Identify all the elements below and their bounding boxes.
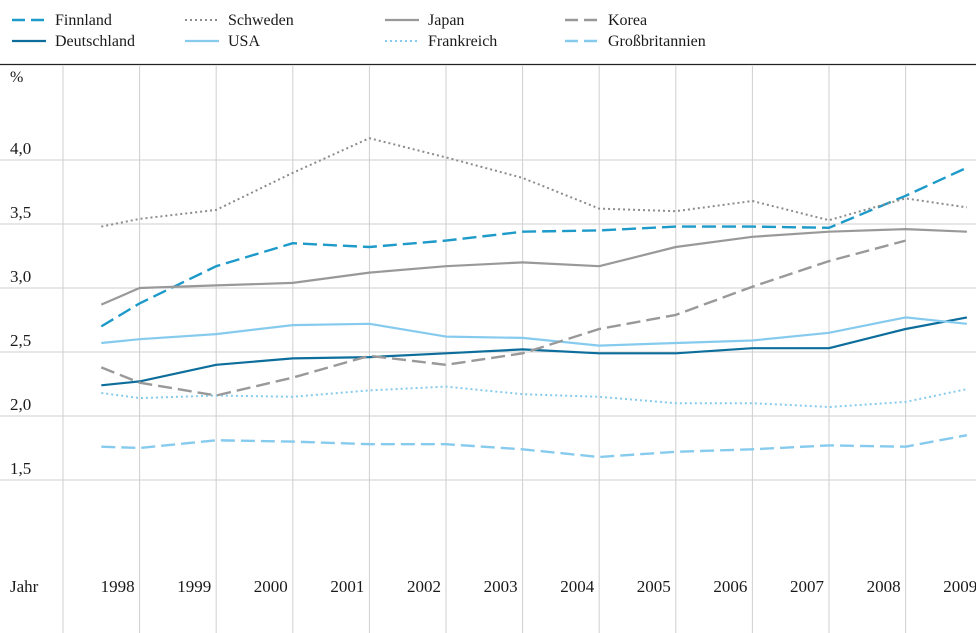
series-line [101, 387, 967, 407]
y-tick-label: 4,0 [10, 139, 31, 158]
legend-label: Deutschland [55, 33, 135, 50]
legend-label: Japan [428, 12, 464, 29]
x-tick-label: 2005 [637, 577, 671, 596]
x-tick-label: 2002 [407, 577, 441, 596]
series-line [101, 138, 967, 226]
series-line [101, 229, 967, 305]
x-tick-label: 2007 [790, 577, 825, 596]
y-tick-label: 2,5 [10, 331, 31, 350]
x-tick-label: 2009 [943, 577, 976, 596]
legend-label: Großbritannien [608, 33, 706, 50]
legend: Finnland Deutschland Schweden USA Japan Frank… [12, 12, 706, 50]
x-tick-label: 1999 [177, 577, 211, 596]
series-line [101, 168, 967, 327]
y-tick-label: 1,5 [10, 459, 31, 478]
series-line [101, 317, 967, 385]
y-tick-label: 2,0 [10, 395, 31, 414]
x-tick-label: 2000 [254, 577, 288, 596]
y-tick-label: 3,0 [10, 267, 31, 286]
series-lines [101, 138, 967, 457]
x-tick-label: 2001 [330, 577, 364, 596]
x-tick-label: 2003 [484, 577, 518, 596]
x-axis-label: Jahr [10, 577, 39, 596]
x-tick-label: 2008 [867, 577, 901, 596]
series-line [101, 435, 967, 457]
series-line [101, 317, 967, 345]
legend-label: USA [228, 33, 260, 50]
legend-label: Frankreich [428, 33, 497, 50]
x-tick-label: 2004 [560, 577, 595, 596]
x-tick-labels: 1998 1999 2000 2001 2002 2003 2004 2005 2006 2007… [101, 577, 976, 596]
y-tick-labels: 1,5 2,0 2,5 3,0 3,5 4,0 [10, 139, 31, 478]
x-tick-label: 1998 [101, 577, 135, 596]
grid [0, 66, 976, 633]
legend-label: Finnland [55, 12, 112, 29]
legend-label: Korea [608, 12, 647, 29]
y-tick-label: 3,5 [10, 203, 31, 222]
legend-label: Schweden [228, 12, 294, 29]
x-tick-label: 2006 [713, 577, 747, 596]
y-axis-label: % [10, 69, 23, 86]
